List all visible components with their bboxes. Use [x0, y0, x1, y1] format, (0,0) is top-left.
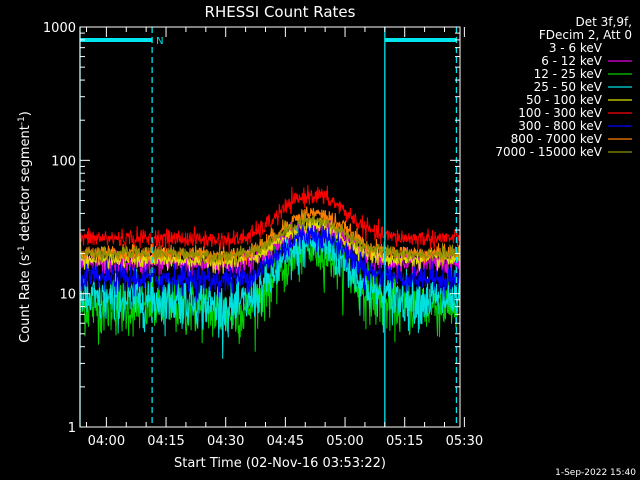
y-tick-label: 1 [68, 421, 76, 436]
y-axis-label-sup: -1 [17, 245, 27, 254]
legend-header-line: FDecim 2, Att 0 [539, 28, 632, 42]
y-tick-label: 1000 [43, 21, 76, 36]
legend-label: 3 - 6 keV [549, 41, 603, 55]
legend-label: 25 - 50 keV [534, 80, 603, 94]
legend-label: 50 - 100 keV [526, 93, 603, 107]
series-line [79, 220, 461, 359]
night-label: N [156, 36, 163, 47]
legend-label: 7000 - 15000 keV [495, 145, 602, 159]
series-line [79, 122, 461, 173]
legend-label: 6 - 12 keV [541, 54, 603, 68]
x-tick-label: 05:15 [386, 434, 423, 449]
y-axis-label-sup: -1 [17, 116, 27, 125]
x-axis-label: Start Time (02-Nov-16 03:53:22) [174, 456, 386, 471]
x-tick-label: 04:30 [207, 434, 244, 449]
y-axis-label: Count Rate (s-1 detector segment-1) [17, 111, 33, 343]
x-tick-label: 04:00 [88, 434, 125, 449]
footer-timestamp: 1-Sep-2022 15:40 [555, 468, 636, 478]
x-axis: 04:00 04:15 04:30 04:45 05:00 05:15 05:30 [85, 27, 483, 449]
plot-frame [79, 26, 461, 428]
x-tick-label: 05:30 [446, 434, 483, 449]
series-line [79, 214, 461, 274]
y-tick-label: 10 [59, 288, 76, 303]
y-axis-label-part: ) [18, 111, 33, 116]
series-layer [79, 122, 461, 359]
chart-title: RHESSI Count Rates [205, 3, 356, 21]
legend-label: 100 - 300 keV [518, 106, 602, 120]
y-axis-label-part: detector segment [18, 125, 33, 245]
x-tick-label: 04:15 [147, 434, 184, 449]
legend-label: 12 - 25 keV [534, 67, 603, 81]
series-line [79, 184, 461, 253]
x-tick-label: 05:00 [326, 434, 363, 449]
legend-header-line: Det 3f,9f, [576, 15, 633, 29]
y-axis-label-part: Count Rate (s [18, 254, 33, 343]
y-axis: 1 10 100 1000 [43, 21, 460, 436]
series-line [79, 210, 461, 352]
x-tick-label: 04:45 [267, 434, 304, 449]
series-line [79, 213, 461, 265]
series-line [79, 221, 461, 303]
y-tick-label: 100 [51, 154, 76, 169]
legend-label: 300 - 800 keV [518, 119, 602, 133]
legend-label: 800 - 7000 keV [511, 132, 603, 146]
